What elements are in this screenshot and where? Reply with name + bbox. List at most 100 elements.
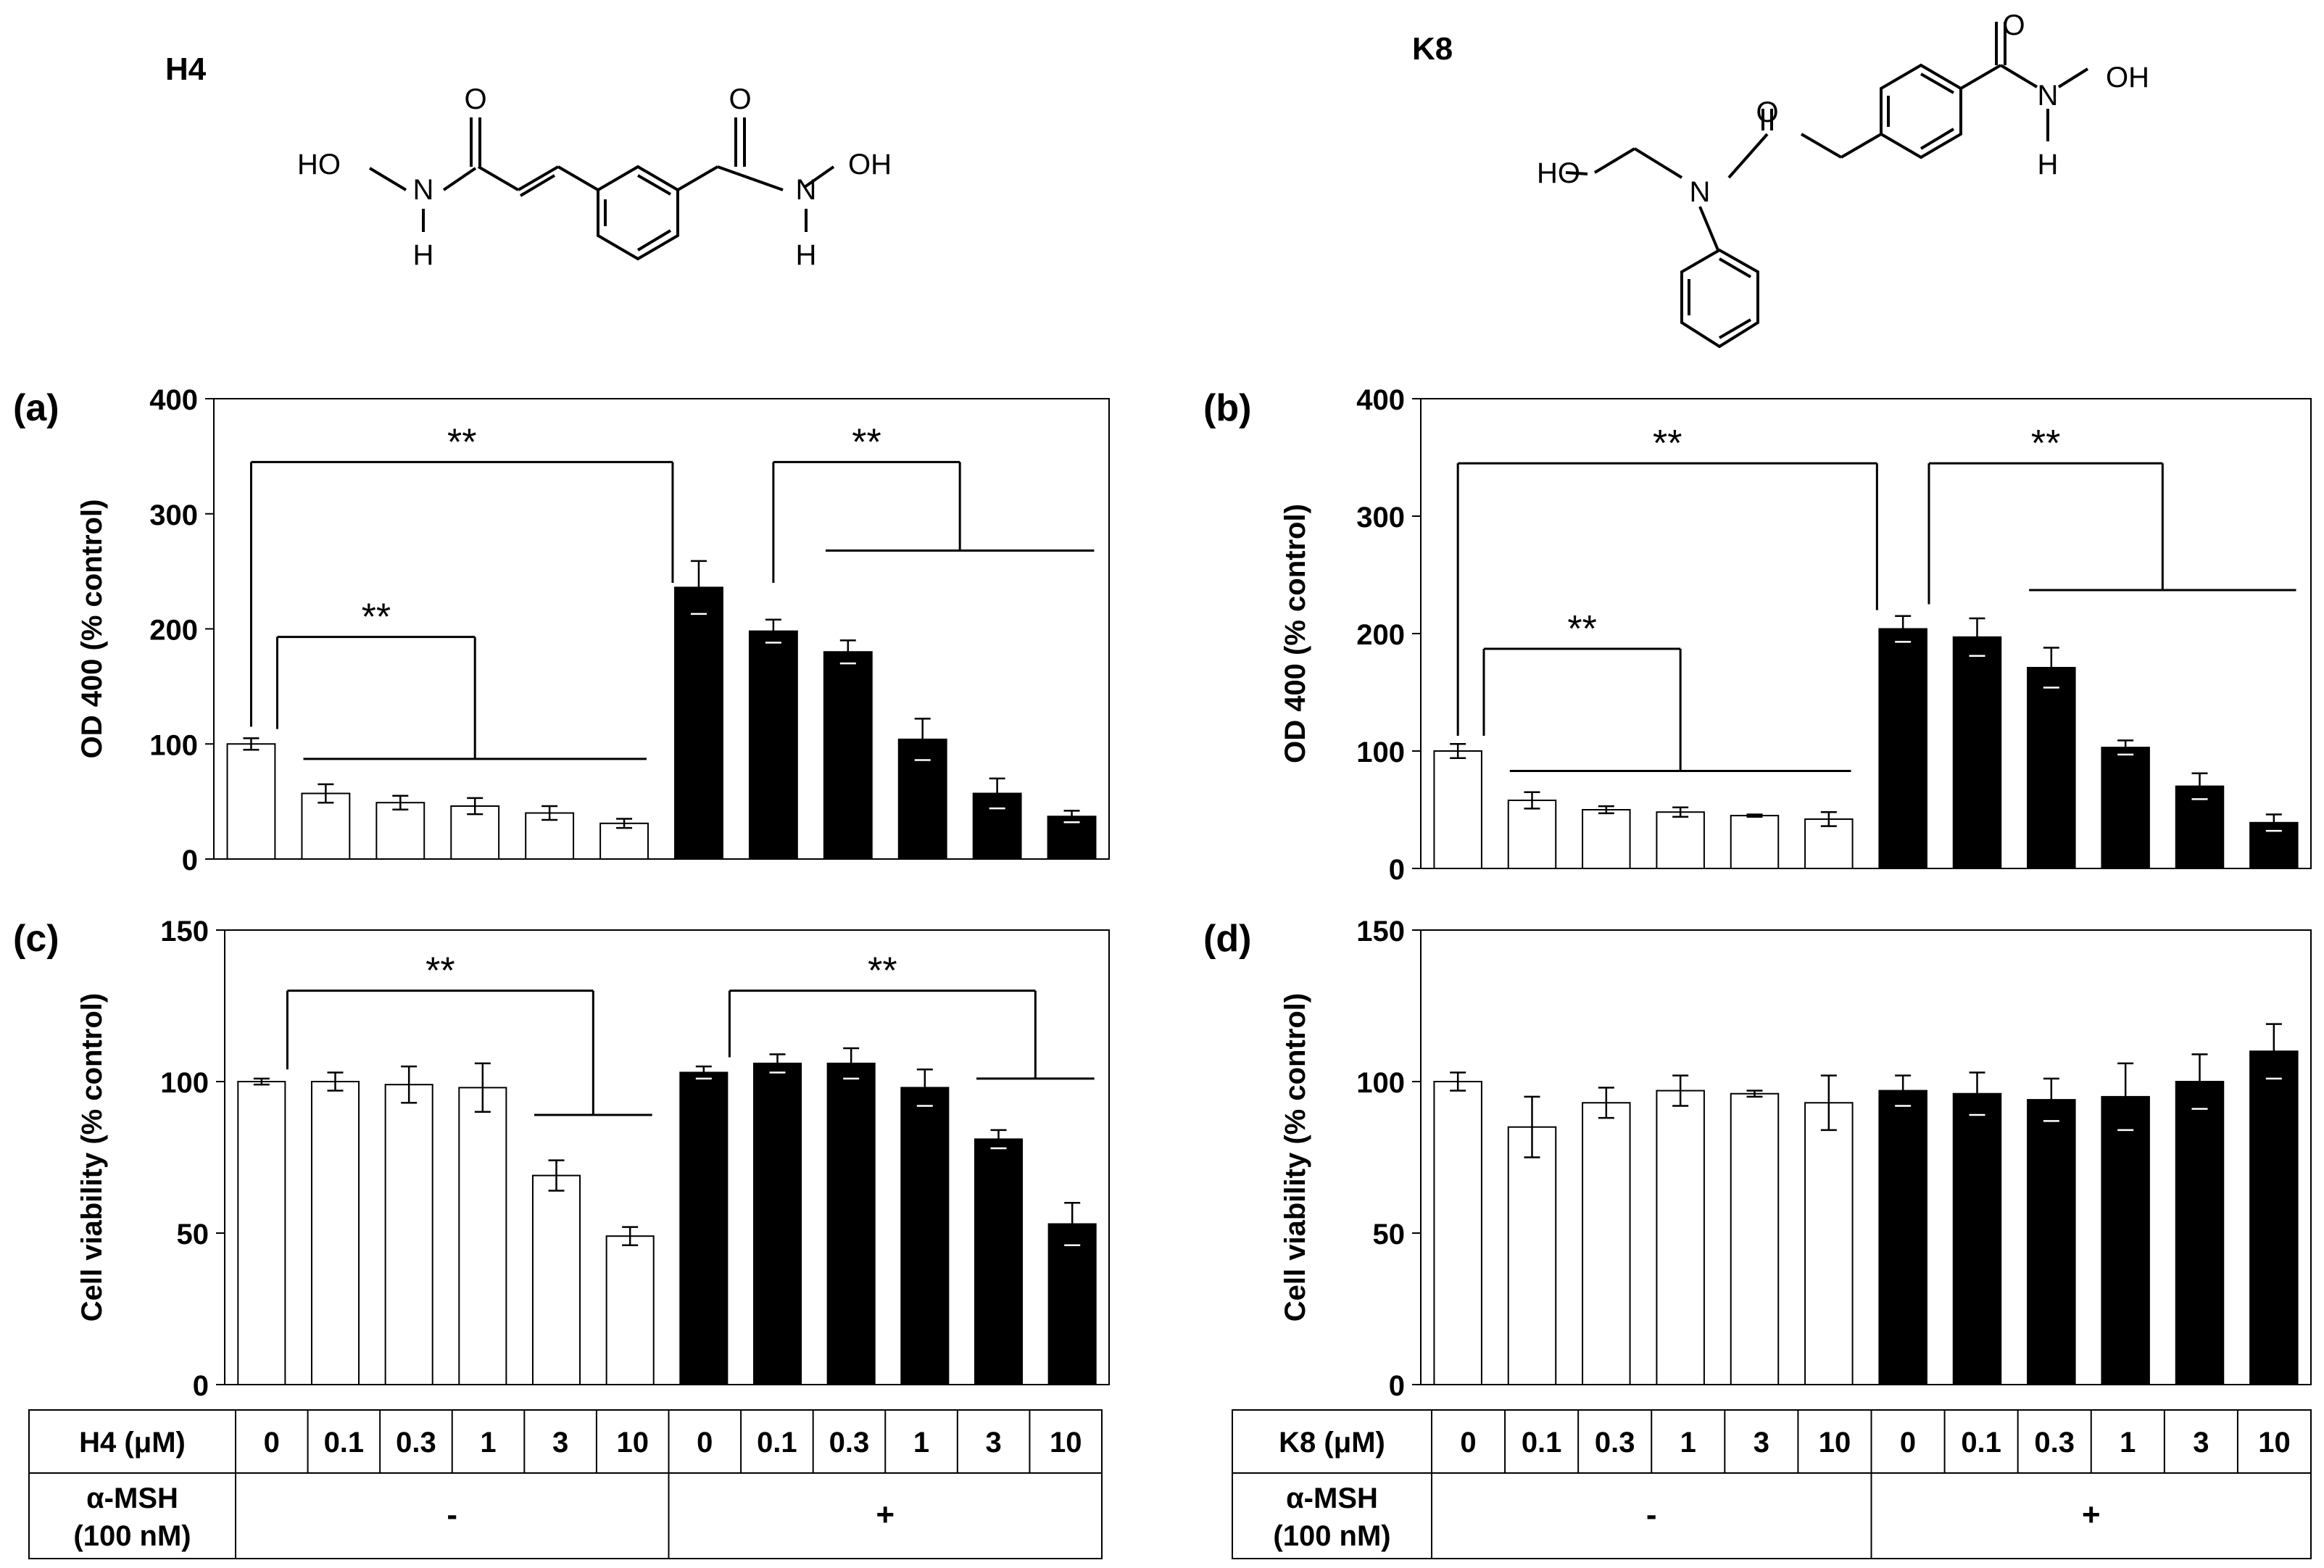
panel-label: (c) [13, 918, 59, 960]
h4-structure-atom-glyphs: O O N H HO N H OH [297, 83, 892, 271]
y-tick-label: 100 [160, 1067, 209, 1099]
significance-label: ** [1567, 608, 1596, 650]
bar [531, 1174, 581, 1385]
compound-title-k8: K8 [1412, 31, 1453, 67]
bar [310, 1081, 360, 1385]
y-tick-label: 100 [1356, 737, 1405, 768]
bar [1730, 815, 1780, 869]
table-dose-cell: 0 [697, 1427, 713, 1459]
bar [679, 1071, 729, 1385]
svg-text:H: H [796, 239, 817, 271]
table-dose-cell: 3 [552, 1427, 568, 1459]
y-tick-label: 0 [193, 1370, 209, 1402]
bar [1804, 1102, 1854, 1385]
table-dose-cell: 0 [1900, 1427, 1916, 1459]
table-dose-cell: 0.1 [1961, 1427, 2001, 1459]
table-dose-row-label: H4 (μM) [79, 1427, 186, 1459]
table-msh-row-label-unit: (100 nM) [73, 1520, 191, 1552]
bar [2249, 1050, 2299, 1385]
table-plus-cell: + [2082, 1497, 2101, 1532]
bar [1507, 1126, 1557, 1385]
k8-structure-atom-glyphs: O O N H OH N HO [1537, 9, 2149, 208]
table-frame [28, 1409, 1103, 1559]
y-axis-label: Cell viability (% control) [1279, 993, 1311, 1322]
table-dose-row-label: K8 (μM) [1279, 1427, 1385, 1459]
bar [2175, 1081, 2225, 1385]
table-minus-cell: - [447, 1497, 457, 1532]
bar [674, 586, 723, 860]
bar [823, 651, 873, 860]
bar [1047, 1223, 1097, 1385]
bar [1952, 636, 2002, 869]
svg-text:H: H [2038, 149, 2059, 181]
table-dose-cell: 10 [616, 1427, 649, 1459]
bar [752, 1062, 802, 1386]
svg-text:O: O [2002, 9, 2025, 41]
bar [384, 1084, 433, 1386]
y-tick-label: 50 [177, 1219, 209, 1250]
bar [974, 1138, 1024, 1386]
bar [1507, 800, 1557, 870]
bar [1656, 811, 1705, 869]
y-tick-label: 150 [160, 916, 209, 947]
table-dose-cell: 0.1 [324, 1427, 365, 1459]
y-tick-label: 200 [149, 615, 198, 647]
bar [1730, 1092, 1780, 1385]
y-tick-label: 300 [149, 499, 198, 531]
svg-text:HO: HO [1537, 157, 1580, 189]
significance-label: ** [1653, 423, 1682, 465]
bar [605, 1235, 655, 1386]
bar [375, 802, 426, 860]
table-frame [1232, 1409, 2312, 1559]
bar [301, 792, 351, 860]
bar [1656, 1090, 1705, 1386]
bar [748, 630, 798, 860]
y-axis-label: OD 400 (% control) [1279, 504, 1311, 763]
bar [1878, 628, 1927, 870]
compound-title-h4: H4 [165, 51, 207, 87]
y-tick-label: 200 [1356, 619, 1405, 651]
plot-frame [1420, 929, 2312, 1385]
k8-structure-drawing [1565, 22, 2089, 349]
plot-frame [224, 929, 1110, 1385]
bar [2027, 1099, 2076, 1385]
table-dose-cell: 1 [480, 1427, 496, 1459]
significance-label: ** [868, 950, 897, 992]
y-tick-label: 100 [1356, 1067, 1405, 1099]
svg-text:HO: HO [297, 149, 341, 181]
svg-text:O: O [464, 83, 486, 115]
y-axis-label: Cell viability (% control) [76, 993, 108, 1322]
chart-panel-a: (a) 0 100 200 300 400 OD 400 (% control) ** ** ** [13, 384, 1110, 876]
bar [1952, 1092, 2002, 1385]
chart-panel-d: (d) 0 50 100 150 Cell viability (% control) [1203, 916, 2312, 1402]
table-dose-cell: 0.3 [396, 1427, 436, 1459]
y-tick-label: 50 [1373, 1219, 1406, 1250]
panel-label: (a) [13, 387, 59, 429]
svg-text:N: N [796, 174, 817, 206]
bar [237, 1081, 286, 1385]
y-tick-label: 100 [149, 729, 198, 761]
panel-label: (b) [1203, 387, 1251, 429]
bar [1433, 750, 1482, 869]
bar [900, 1087, 950, 1385]
bar [458, 1087, 507, 1385]
y-tick-label: 300 [1356, 502, 1405, 534]
bar [226, 743, 276, 860]
table-msh-row-label-unit: (100 nM) [1273, 1520, 1390, 1552]
table-dose-cell: 1 [2120, 1427, 2136, 1459]
table-dose-cell: 1 [1680, 1427, 1696, 1459]
table-dose-cell: 3 [2193, 1427, 2209, 1459]
y-tick-label: 400 [149, 384, 198, 416]
treatment-table-k8: K8 (μM) α-MSH (100 nM) 0 0.1 0.3 1 3 10 0 0.1 0.3 1 3… [1232, 1409, 2312, 1559]
bar [826, 1062, 876, 1386]
table-msh-row-label: α-MSH [1286, 1482, 1378, 1514]
y-axis-label: OD 400 (% control) [76, 499, 108, 759]
table-dose-cell: 10 [2258, 1427, 2291, 1459]
plot-frame [213, 398, 1110, 860]
significance-label: ** [447, 421, 476, 463]
svg-text:N: N [2038, 80, 2059, 112]
table-dose-cell: 3 [986, 1427, 1002, 1459]
panel-label: (d) [1203, 918, 1251, 960]
significance-label: ** [2031, 423, 2060, 465]
